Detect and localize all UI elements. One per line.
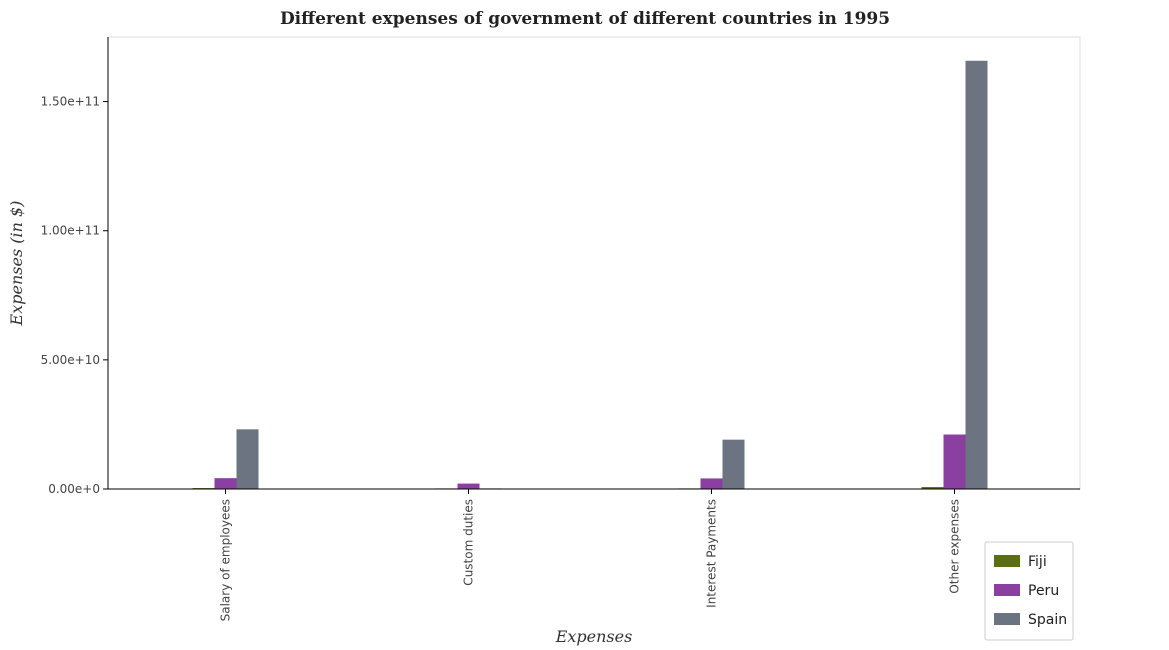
bar-spain-0: [236, 429, 259, 489]
plot-area: [107, 36, 1081, 490]
y-tick-label: 0.00e+0: [48, 482, 100, 496]
bar-peru-3: [943, 434, 966, 489]
x-tick-label: Other expenses: [948, 499, 962, 594]
legend-label-peru: Peru: [1028, 583, 1059, 599]
bar-fiji-3: [921, 487, 944, 489]
bar-peru-1: [457, 483, 480, 489]
x-tick-label: Custom duties: [462, 499, 476, 586]
legend-swatch-spain: [994, 613, 1020, 625]
x-axis: Salary of employees Custom duties Interest…: [219, 489, 962, 621]
x-axis-label: Expenses: [555, 627, 633, 646]
x-tick-label: Interest Payments: [705, 499, 719, 608]
bar-peru-0: [214, 478, 237, 489]
y-tick-label: 1.50e+11: [41, 95, 100, 109]
legend-swatch-fiji: [994, 555, 1020, 567]
legend-swatch-peru: [994, 584, 1020, 596]
y-axis: 0.00e+0 5.00e+10 1.00e+11 1.50e+11: [41, 95, 108, 496]
legend-label-fiji: Fiji: [1028, 554, 1047, 570]
bar-spain-2: [722, 439, 745, 489]
chart-title: Different expenses of government of diff…: [280, 9, 890, 29]
y-axis-label: Expenses (in $): [7, 201, 26, 327]
bar-spain-3: [965, 60, 988, 489]
x-tick-label: Salary of employees: [219, 499, 233, 621]
legend-label-spain: Spain: [1028, 612, 1067, 628]
bars: [192, 60, 988, 489]
y-tick-label: 1.00e+11: [41, 224, 100, 238]
legend: Fiji Peru Spain: [984, 541, 1074, 641]
y-tick-label: 5.00e+10: [41, 353, 100, 367]
bar-peru-2: [700, 478, 723, 489]
